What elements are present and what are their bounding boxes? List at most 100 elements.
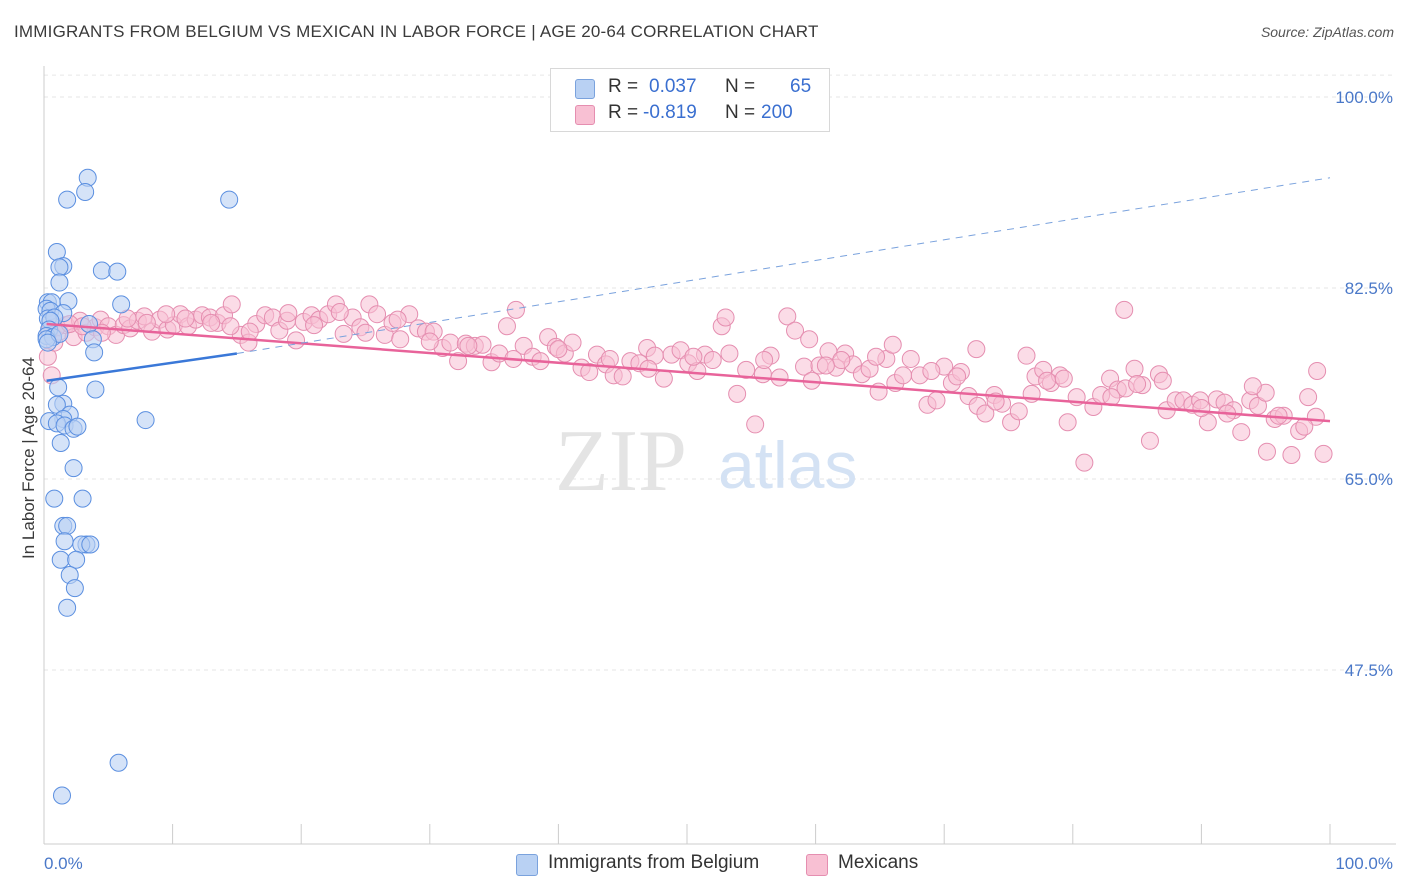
mexicans-point [967,340,986,359]
bottom-legend-swatch-pink [806,854,828,876]
mexicans-point [716,308,735,327]
belgium-point [68,417,87,436]
belgium-points [37,168,239,805]
mexicans-point [1192,399,1211,418]
y-tick-label: 100.0% [1335,88,1393,107]
legend-swatch-pink [575,105,595,125]
mexicans-point [800,330,819,349]
belgium-point [45,489,64,508]
watermark: ZIP atlas [555,413,857,510]
legend-swatch-blue [575,79,595,99]
belgium-point [220,190,239,209]
belgium-point [64,459,83,478]
mexicans-point [816,356,835,375]
mexicans-point [459,336,478,355]
belgium-point [92,261,111,280]
mexicans-point [305,316,324,335]
belgium-point [85,343,104,362]
mexicans-point [580,363,599,382]
bottom-legend-label: Mexicans [838,852,919,873]
mexicans-points [38,295,1333,472]
mexicans-point [441,333,460,352]
y-tick-label: 82.5% [1345,279,1393,298]
grid-lines [44,74,1396,671]
belgium-point [58,598,77,617]
mexicans-point [1140,431,1159,450]
belgium-point [50,273,69,292]
bottom-legend-swatch-blue [516,854,538,876]
legend-n-label: N = [725,76,756,97]
correlation-legend: R = 0.037 N = 65 R = -0.819 N = 200 [550,68,830,132]
mexicans-point [1128,375,1147,394]
mexicans-point [1299,388,1318,407]
mexicans-point [770,368,789,387]
mexicans-point [420,332,439,351]
belgium-point [58,516,77,535]
mexicans-point [728,384,747,403]
belgium-point [38,333,57,352]
belgium-point [55,532,74,551]
mexicans-point [883,335,902,354]
mexicans-point [832,351,851,370]
belgium-point [53,786,72,805]
mexicans-point [948,367,967,386]
mexicans-point [720,344,739,363]
mexicans-point [368,305,387,324]
mexicans-trend-line [46,322,1331,423]
mexicans-point [1038,371,1057,390]
mexicans-point [330,303,349,322]
belgium-point [73,489,92,508]
belgium-point [58,190,77,209]
belgium-trend-extension [236,177,1331,354]
legend-n-label: N = [725,102,756,123]
chart-title: IMMIGRANTS FROM BELGIUM VS MEXICAN IN LA… [14,22,819,41]
belgium-point [76,182,95,201]
mexicans-point [755,351,774,370]
mexicans-point [1282,445,1301,464]
tick-labels: 47.5% 65.0% 82.5% 100.0% 0.0% 100.0% [44,88,1393,873]
x-tick-label: 100.0% [1335,854,1393,873]
belgium-point [81,535,100,554]
mexicans-point [922,361,941,380]
belgium-point [50,258,69,277]
watermark-atlas: atlas [718,428,857,502]
belgium-point [49,378,68,397]
mexicans-point [1125,359,1144,378]
belgium-point [51,550,70,569]
bottom-legend-label: Immigrants from Belgium [548,852,760,873]
mexicans-point [927,391,946,410]
mexicans-point [157,305,176,324]
legend-n-value: 65 [790,76,812,97]
legend-r-label: R = [608,102,639,123]
y-tick-label: 47.5% [1345,661,1393,680]
mexicans-point [746,415,765,434]
mexicans-point [287,331,306,350]
trend-lines [46,177,1331,423]
mexicans-point [202,313,221,332]
y-tick-label: 65.0% [1345,470,1393,489]
mexicans-point [737,360,756,379]
legend-r-value: 0.037 [649,76,697,97]
mexicans-point [221,317,240,336]
mexicans-point [1058,413,1077,432]
mexicans-point [976,404,995,423]
belgium-point [108,262,127,281]
mexicans-point [1075,453,1094,472]
mexicans-point [549,340,568,359]
mexicans-point [334,324,353,343]
mexicans-point [176,309,195,328]
mexicans-point [600,349,619,368]
belgium-point [65,579,84,598]
x-tick-label: 0.0% [44,854,83,873]
mexicans-point [778,307,797,326]
mexicans-point [222,295,241,314]
mexicans-point [1054,369,1073,388]
belgium-point [112,295,131,314]
axes [43,66,1396,845]
mexicans-point [613,367,632,386]
legend-r-label: R = [608,76,639,97]
mexicans-point [279,304,298,323]
belgium-point [109,753,128,772]
mexicans-point [786,321,805,340]
mexicans-point [391,330,410,349]
